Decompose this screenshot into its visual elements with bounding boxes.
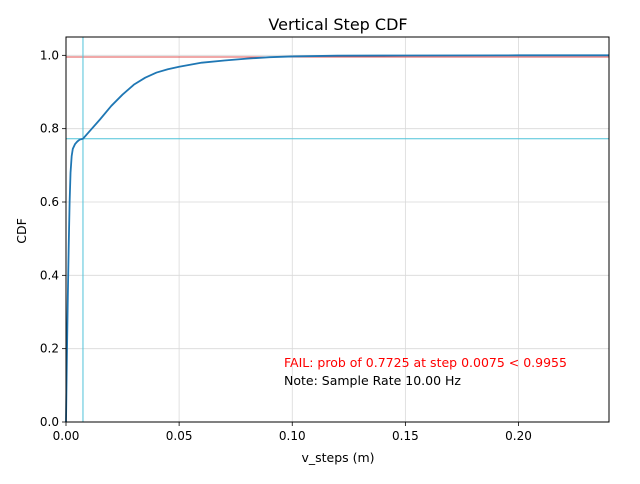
reference-lines — [66, 37, 609, 422]
y-tick-label: 0.2 — [40, 342, 59, 356]
x-axis-label: v_steps (m) — [301, 450, 374, 465]
x-tick-label: 0.15 — [392, 429, 419, 443]
chart-title: Vertical Step CDF — [268, 15, 407, 34]
x-tick-label: 0.05 — [166, 429, 193, 443]
x-axis-ticks: 0.00 0.05 0.10 0.15 0.20 — [53, 422, 532, 443]
x-tick-label: 0.00 — [53, 429, 80, 443]
series-layer — [65, 54, 609, 423]
y-tick-label: 0.6 — [40, 195, 59, 209]
sample-rate-note: Note: Sample Rate 10.00 Hz — [284, 373, 461, 388]
y-tick-label: 1.0 — [40, 48, 59, 62]
y-tick-label: 0.8 — [40, 122, 59, 136]
x-tick-label: 0.10 — [279, 429, 306, 443]
x-tick-label: 0.20 — [505, 429, 532, 443]
fail-annotation: FAIL: prob of 0.7725 at step 0.0075 < 0.… — [284, 355, 567, 370]
cdf-series-line — [65, 54, 609, 423]
plot-frame — [65, 36, 610, 423]
y-axis-ticks: 0.0 0.2 0.4 0.6 0.8 1.0 — [40, 48, 66, 429]
y-axis-label: CDF — [14, 218, 29, 244]
y-tick-label: 0.4 — [40, 268, 59, 282]
y-tick-label: 0.0 — [40, 415, 59, 429]
